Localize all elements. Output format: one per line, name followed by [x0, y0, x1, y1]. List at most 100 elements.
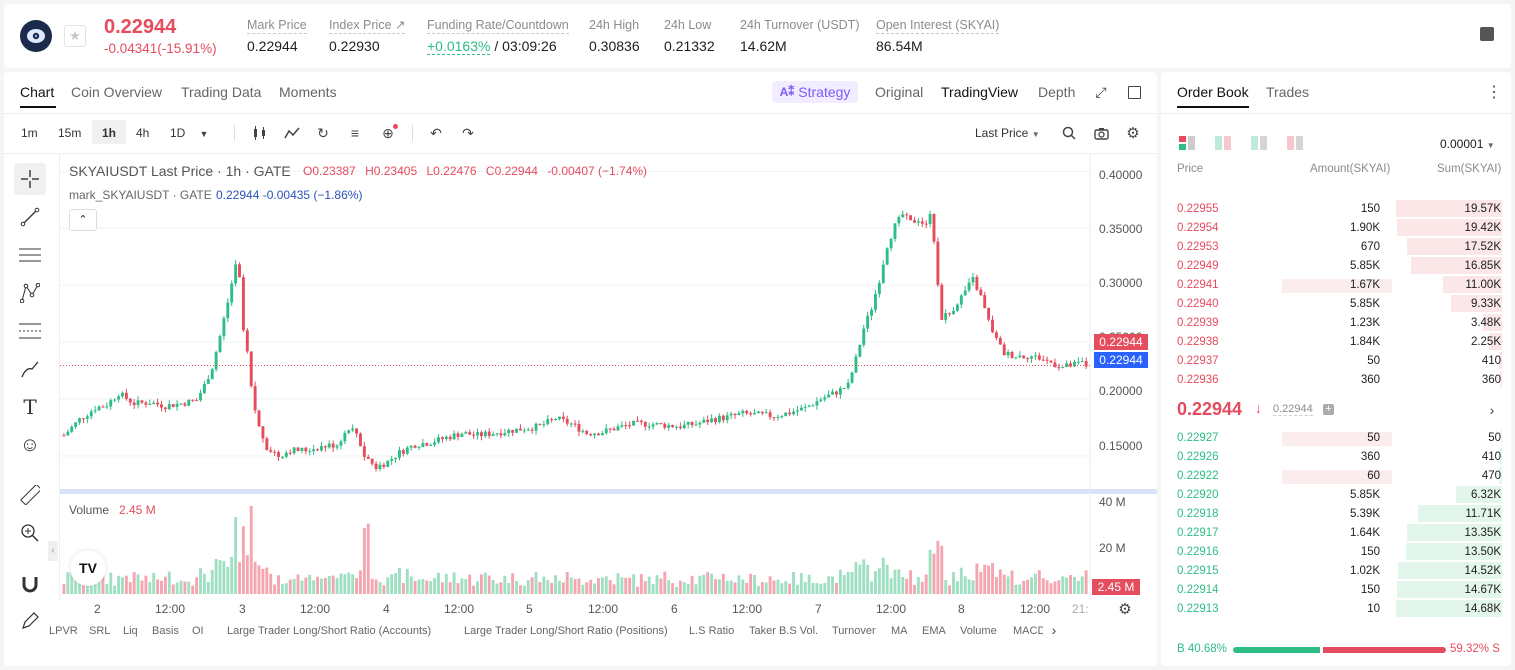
tab-trades[interactable]: Trades [1266, 84, 1310, 100]
add-alert-icon[interactable]: ⊕ [378, 123, 398, 143]
indicator-ma[interactable]: MA [891, 625, 908, 637]
horizontal-lines-icon[interactable] [14, 239, 46, 271]
strategy-button[interactable]: A⁑ Strategy [772, 81, 858, 103]
ruler-icon[interactable] [14, 479, 46, 511]
emoji-icon[interactable]: ☺ [19, 433, 41, 456]
pencil-icon[interactable] [14, 605, 46, 637]
tab-tradingview[interactable]: TradingView [941, 84, 1019, 100]
indicator-ltlsr-accounts[interactable]: Large Trader Long/Short Ratio (Accounts) [227, 625, 432, 637]
indicator-ls-ratio[interactable]: L.S Ratio [689, 625, 735, 637]
bid-row[interactable]: 0.22922 60 470 [1162, 467, 1502, 486]
interval-1h[interactable]: 1h [102, 126, 117, 140]
ask-row[interactable]: 0.22949 5.85K 16.85K [1162, 257, 1502, 276]
tab-trading-data[interactable]: Trading Data [181, 84, 262, 100]
more-menu-icon[interactable]: ⋮ [1486, 84, 1502, 101]
interval-1d[interactable]: 1D [170, 126, 186, 140]
ask-row[interactable]: 0.22954 1.90K 19.42K [1162, 219, 1502, 238]
magnet-icon[interactable] [14, 567, 46, 599]
ask-row[interactable]: 0.22939 1.23K 3.48K [1162, 314, 1502, 333]
brush-icon[interactable] [14, 353, 46, 385]
tab-moments[interactable]: Moments [279, 84, 337, 100]
volume-bar [405, 568, 409, 594]
zoom-in-icon[interactable] [14, 517, 46, 549]
bid-row[interactable]: 0.22916 150 13.50K [1162, 543, 1502, 562]
mark-price-label[interactable]: Mark Price [247, 18, 307, 34]
index-price-label[interactable]: Index Price ↗ [329, 18, 406, 34]
bid-row[interactable]: 0.22926 360 410 [1162, 448, 1502, 467]
compare-icon[interactable]: ↻ [317, 124, 329, 141]
fib-icon[interactable] [14, 315, 46, 347]
text-icon[interactable]: T [23, 395, 37, 419]
price-type-select[interactable]: Last Price ▼ [975, 126, 1040, 140]
indicator-basis[interactable]: Basis [152, 625, 179, 637]
bid-row[interactable]: 0.22917 1.64K 13.35K [1162, 524, 1502, 543]
candle-body [780, 416, 784, 418]
bid-row[interactable]: 0.22914 150 14.67K [1162, 581, 1502, 600]
layout-both-icon[interactable] [1179, 136, 1195, 150]
pattern-icon[interactable] [14, 277, 46, 309]
collapse-sidebar-icon[interactable]: ‹ [48, 541, 58, 561]
ask-row[interactable]: 0.22955 150 19.57K [1162, 200, 1502, 219]
bid-row[interactable]: 0.22918 5.39K 11.71K [1162, 505, 1502, 524]
chart-settings-icon[interactable]: ⚙ [1118, 601, 1132, 618]
indicator-turnover[interactable]: Turnover [832, 625, 876, 637]
tab-depth[interactable]: Depth [1038, 84, 1076, 100]
crosshair-icon[interactable] [14, 163, 46, 195]
bid-row[interactable]: 0.22915 1.02K 14.52K [1162, 562, 1502, 581]
ask-row[interactable]: 0.22953 670 17.52K [1162, 238, 1502, 257]
plus-icon[interactable]: + [1323, 404, 1334, 415]
funding-rate-label[interactable]: Funding Rate/Countdown [427, 18, 569, 34]
candle-body [994, 332, 998, 338]
window-icon[interactable] [1124, 82, 1144, 102]
ask-row[interactable]: 0.22938 1.84K 2.25K [1162, 333, 1502, 352]
undo-icon[interactable]: ↶ [430, 124, 442, 141]
favorite-star-icon[interactable]: ★ [64, 25, 86, 47]
price-chart[interactable] [60, 154, 1157, 600]
bid-row[interactable]: 0.22927 50 50 [1162, 429, 1502, 448]
bid-row[interactable]: 0.22913 10 14.68K [1162, 600, 1502, 619]
interval-15m[interactable]: 15m [58, 126, 82, 140]
search-icon[interactable] [1059, 123, 1079, 143]
volume-bar [889, 578, 893, 594]
collapse-legend-button[interactable]: ⌃ [69, 209, 97, 231]
tab-coin-overview[interactable]: Coin Overview [71, 84, 163, 100]
trend-line-icon[interactable] [14, 201, 46, 233]
interval-dropdown-icon[interactable]: ▼ [199, 129, 209, 139]
indicator-oi[interactable]: OI [192, 625, 204, 637]
templates-icon[interactable]: ≡ [350, 125, 360, 141]
layout-asks-bids-icon[interactable] [1215, 136, 1231, 150]
indicator-lpvr[interactable]: LPVR [49, 625, 78, 637]
bid-row[interactable]: 0.22920 5.85K 6.32K [1162, 486, 1502, 505]
interval-1m[interactable]: 1m [21, 126, 38, 140]
tab-chart[interactable]: Chart [20, 84, 55, 100]
ask-row[interactable]: 0.22940 5.85K 9.33K [1162, 295, 1502, 314]
indicators-icon[interactable] [282, 123, 302, 143]
indicator-taker-vol[interactable]: Taker B.S Vol. [749, 625, 819, 637]
x-tick: 2 [94, 602, 101, 616]
ask-row[interactable]: 0.22936 360 360 [1162, 371, 1502, 390]
volume-bar [288, 579, 292, 594]
chevron-right-icon[interactable]: › [1489, 402, 1495, 418]
indicator-ema[interactable]: EMA [922, 625, 946, 637]
indicator-liq[interactable]: Liq [123, 625, 138, 637]
indicator-ltlsr-positions[interactable]: Large Trader Long/Short Ratio (Positions… [464, 625, 668, 637]
candle-type-icon[interactable] [250, 123, 270, 143]
precision-select[interactable]: 0.00001 ▼ [1440, 137, 1495, 151]
layout-asks-icon[interactable] [1287, 136, 1303, 150]
tab-order-book[interactable]: Order Book [1177, 84, 1249, 100]
layout-bids-icon[interactable] [1251, 136, 1267, 150]
indicator-srl[interactable]: SRL [89, 625, 111, 637]
indicator-macd[interactable]: MACD [1013, 625, 1043, 637]
settings-gear-icon[interactable]: ⚙ [1126, 125, 1140, 142]
indicator-volume[interactable]: Volume [960, 625, 997, 637]
redo-icon[interactable]: ↷ [462, 124, 474, 141]
interval-4h[interactable]: 4h [136, 126, 150, 140]
book-icon[interactable] [1480, 27, 1494, 41]
tab-original[interactable]: Original [875, 84, 924, 100]
expand-icon[interactable]: ⤢ [1095, 83, 1107, 100]
ask-row[interactable]: 0.22937 50 410 [1162, 352, 1502, 371]
open-interest-label[interactable]: Open Interest (SKYAI) [876, 18, 1000, 34]
ask-row[interactable]: 0.22941 1.67K 11.00K [1162, 276, 1502, 295]
indicators-scroll-right-icon[interactable]: › [1051, 622, 1057, 638]
camera-icon[interactable] [1091, 123, 1111, 143]
